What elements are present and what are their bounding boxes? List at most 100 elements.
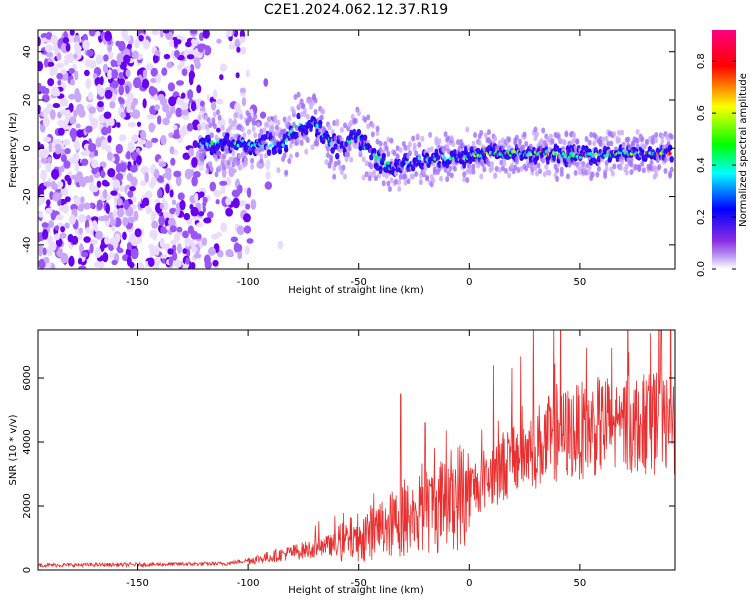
- snr-x-tick-label: 50: [574, 578, 587, 589]
- noise-speckle: [238, 200, 247, 207]
- noise-speckle: [199, 100, 205, 107]
- noise-speckle: [64, 117, 70, 125]
- noise-speckle: [148, 123, 156, 131]
- ridge-haze: [197, 115, 202, 122]
- ridge-haze: [471, 163, 476, 170]
- noise-speckle: [111, 259, 118, 266]
- noise-speckle: [111, 225, 116, 232]
- ridge-haze: [620, 129, 625, 136]
- ridge-haze: [284, 169, 289, 176]
- noise-speckle: [137, 261, 145, 269]
- noise-speckle: [56, 248, 63, 257]
- ridge-peak: [561, 152, 565, 156]
- noise-speckle: [49, 109, 56, 120]
- ridge-haze: [596, 165, 601, 172]
- noise-speckle: [219, 63, 227, 72]
- noise-speckle: [112, 238, 119, 249]
- ridge-core: [648, 146, 652, 151]
- noise-speckle: [142, 69, 148, 78]
- ridge-haze: [514, 134, 519, 141]
- ridge-core: [437, 163, 442, 168]
- noise-speckle: [110, 190, 118, 196]
- noise-speckle: [107, 168, 116, 178]
- noise-speckle: [84, 59, 93, 68]
- noise-speckle: [74, 92, 82, 103]
- ridge-haze: [477, 139, 482, 146]
- noise-speckle: [72, 109, 78, 118]
- noise-speckle: [64, 147, 71, 155]
- noise-speckle: [185, 257, 190, 265]
- ridge-haze: [386, 180, 391, 187]
- ridge-core: [304, 127, 309, 133]
- noise-speckle: [41, 222, 49, 228]
- ridge-haze: [339, 169, 344, 176]
- noise-speckle: [136, 121, 142, 127]
- ridge-haze: [500, 144, 505, 151]
- noise-speckle: [56, 62, 65, 69]
- noise-speckle: [102, 63, 109, 74]
- noise-speckle: [191, 157, 198, 168]
- noise-speckle: [145, 63, 154, 71]
- noise-speckle: [163, 53, 171, 60]
- noise-speckle: [130, 248, 139, 260]
- noise-speckle: [78, 265, 87, 269]
- noise-speckle: [170, 104, 176, 115]
- ridge-core: [594, 147, 598, 153]
- ridge-haze: [341, 164, 346, 171]
- noise-speckle: [168, 256, 174, 266]
- noise-speckle: [59, 165, 65, 173]
- ridge-core: [546, 159, 550, 165]
- noise-speckle: [101, 126, 109, 136]
- ridge-haze: [483, 132, 488, 139]
- ridge-haze: [446, 170, 451, 177]
- ridge-haze: [428, 131, 433, 138]
- ridge-haze: [217, 114, 222, 121]
- noise-speckle: [245, 203, 251, 210]
- snr-y-tick-label: 6000: [22, 365, 33, 390]
- noise-speckle: [100, 169, 106, 179]
- noise-speckle: [119, 162, 127, 173]
- ridge-haze: [657, 164, 662, 171]
- ridge-core: [357, 129, 361, 135]
- noise-speckle: [60, 68, 67, 75]
- ridge-haze: [486, 129, 491, 136]
- ridge-haze: [256, 121, 261, 128]
- noise-speckle: [126, 150, 131, 160]
- ridge-haze: [290, 137, 295, 144]
- noise-speckle: [116, 122, 121, 128]
- spectrogram-panel: -150 -100 -50 0 50 -40 -20 0 20 40 Height of stra…: [8, 29, 676, 296]
- noise-speckle: [129, 176, 135, 183]
- snr-panel: -150 -100 -50 0 50 0 2000 4000 6000 Height of st…: [8, 329, 676, 596]
- ridge-haze: [313, 108, 318, 115]
- noise-speckle: [60, 154, 67, 163]
- ridge-core: [295, 132, 299, 137]
- noise-speckle: [230, 236, 239, 243]
- ridge-haze: [425, 175, 430, 182]
- colorbar-label: Normalized spectral amplitude: [738, 73, 749, 227]
- ridge-core: [360, 137, 364, 143]
- ridge-haze: [449, 135, 454, 142]
- noise-speckle: [155, 73, 162, 84]
- ridge-haze: [251, 125, 256, 132]
- noise-speckle: [184, 236, 192, 248]
- noise-speckle: [45, 161, 52, 173]
- ridge-haze: [392, 149, 397, 156]
- noise-speckle: [144, 198, 150, 207]
- ridge-peak: [623, 150, 627, 155]
- ridge-haze: [225, 148, 230, 155]
- snr-x-tick-label: -150: [126, 578, 149, 589]
- noise-speckle: [190, 30, 198, 35]
- ridge-haze: [629, 156, 634, 163]
- ridge-haze: [321, 108, 326, 115]
- ridge-haze: [576, 164, 581, 171]
- snr-marks: [38, 330, 675, 569]
- noise-speckle: [182, 248, 188, 255]
- noise-speckle: [128, 145, 137, 151]
- noise-speckle: [238, 36, 246, 44]
- noise-speckle: [62, 138, 71, 146]
- ridge-haze: [609, 140, 614, 147]
- ridge-core: [378, 169, 383, 175]
- ridge-haze: [389, 137, 394, 144]
- noise-speckle: [40, 85, 47, 95]
- noise-speckle: [54, 143, 62, 155]
